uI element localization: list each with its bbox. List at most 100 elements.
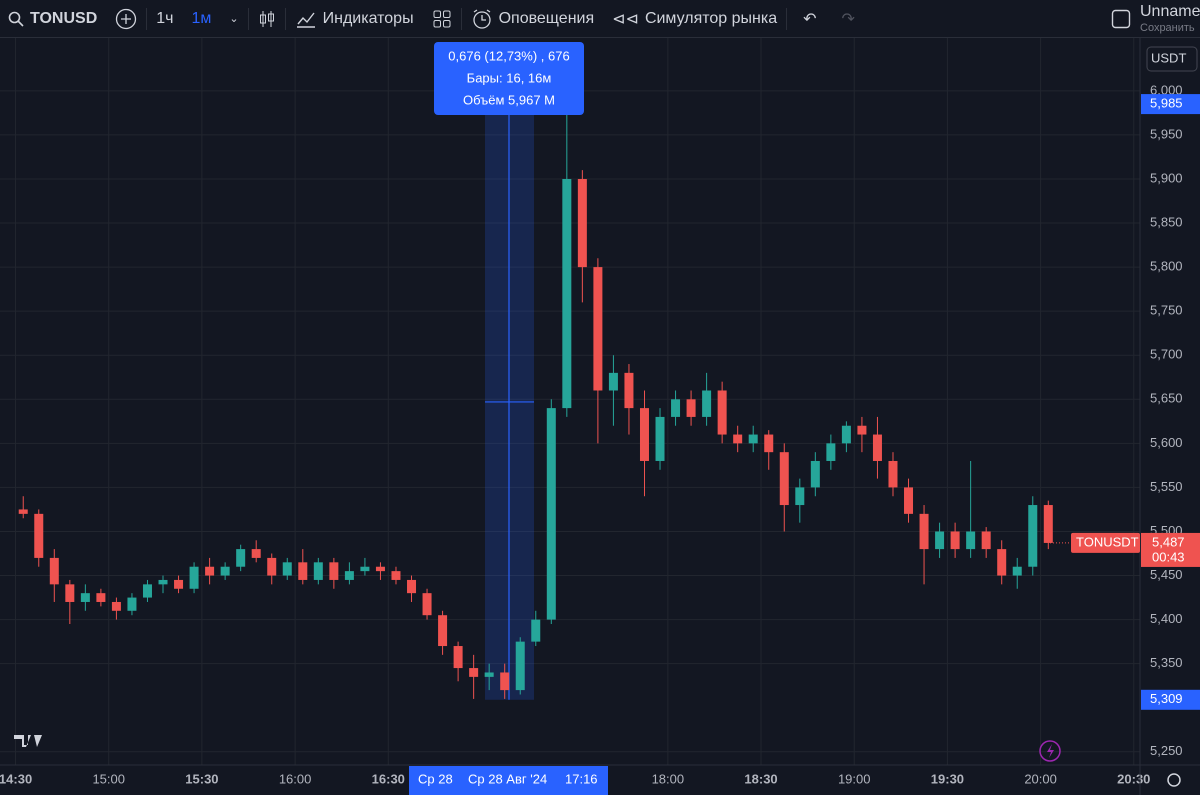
candle-body	[515, 641, 525, 691]
candle-body	[717, 390, 727, 435]
candle-body	[904, 487, 914, 514]
x-tick-label: 15:30	[185, 771, 218, 786]
price-label-bg	[1141, 94, 1200, 115]
candle-body	[80, 593, 90, 602]
y-tick-label: 5,850	[1150, 214, 1183, 229]
last-price-bg	[1141, 532, 1200, 567]
x-tick-label: 15:00	[92, 771, 125, 786]
candle-body	[546, 408, 556, 620]
candle-body	[375, 566, 385, 572]
candle-body	[500, 672, 510, 691]
redo: ↷	[841, 10, 855, 28]
candle-body	[422, 593, 432, 616]
candle-body	[329, 562, 339, 580]
candle-body	[344, 571, 354, 580]
x-tick-label: 19:00	[838, 771, 871, 786]
price-label: 5,309	[1150, 691, 1183, 706]
chart-style[interactable]	[249, 9, 285, 29]
interval[interactable]: 1м	[191, 9, 212, 27]
icon	[8, 11, 24, 27]
candle-body	[236, 549, 246, 567]
candle-body	[360, 566, 370, 572]
candle-body	[220, 566, 230, 576]
chart: 6,000 5,950 5,900 5,850 5,800 5,750 5,700 5,650…	[0, 38, 1200, 795]
indicators-button[interactable]: Индикаторы	[286, 9, 423, 29]
candle-body	[935, 531, 945, 550]
icon	[1111, 9, 1131, 28]
last-price: 5,487	[1152, 534, 1185, 549]
logo	[34, 735, 42, 747]
last-symbol-bg	[1071, 532, 1140, 553]
icon: ⊲⊲	[612, 10, 639, 28]
measure-tooltip	[434, 42, 584, 115]
candle-body	[469, 668, 479, 677]
candle-body	[795, 487, 805, 506]
tooltip-text: Объём 5,967 M	[463, 92, 555, 107]
label: Оповещения	[498, 9, 595, 27]
candle-body	[298, 562, 308, 580]
y-tick-label: 5,550	[1150, 479, 1183, 494]
interval-menu[interactable]: ⌄	[229, 13, 239, 25]
x-tick-label: 16:00	[279, 771, 312, 786]
candle-body	[189, 566, 199, 589]
label: Индикаторы	[322, 9, 414, 27]
candle-body	[702, 390, 712, 417]
y-tick-label: 5,450	[1150, 567, 1183, 582]
layout-toggle[interactable]	[1102, 9, 1140, 29]
candle-body	[34, 513, 44, 558]
candle-body	[779, 452, 789, 506]
settings-icon[interactable]	[1167, 773, 1181, 787]
candle-body	[438, 615, 448, 647]
add-symbol[interactable]	[106, 8, 146, 30]
save-label: Сохранить	[1140, 21, 1195, 34]
candle-body	[639, 408, 649, 461]
icon	[116, 8, 137, 29]
interval[interactable]: 1ч	[156, 9, 174, 27]
y-tick-label: 5,900	[1150, 170, 1183, 185]
candle-body	[127, 597, 137, 611]
candle-body	[65, 584, 75, 602]
y-tick-label: 5,750	[1150, 303, 1183, 318]
candle-body	[764, 434, 774, 453]
flash-icon[interactable]	[1039, 740, 1061, 762]
candle-body	[810, 460, 820, 488]
candle-body	[251, 549, 261, 558]
candle-body	[686, 399, 696, 417]
candle-body	[966, 531, 976, 550]
candle-body	[158, 579, 168, 585]
currency-button[interactable]	[1146, 46, 1198, 72]
y-tick-label: 5,400	[1150, 611, 1183, 626]
undo[interactable]: ↶	[803, 10, 817, 28]
candle-body	[655, 416, 665, 461]
x-tick-label: 20:30	[1117, 771, 1150, 786]
candle-body	[18, 509, 28, 514]
icon	[296, 12, 315, 28]
toolbar: TONUSD 1ч 1м ⌄ Индикаторы Оповещения ⊲⊲ С…	[0, 0, 1200, 38]
candle-body	[888, 460, 898, 488]
x-tick-label: 18:30	[744, 771, 777, 786]
layout-name: Unnamed	[1140, 2, 1200, 20]
last-symbol: TONUSDT	[1076, 534, 1139, 549]
candle-body	[1043, 505, 1053, 543]
x-tick-label: 16:30	[372, 771, 405, 786]
candle-body	[593, 267, 603, 391]
y-tick-label: 5,800	[1150, 259, 1183, 274]
symbol: TONUSD	[30, 9, 98, 27]
symbol-search[interactable]: TONUSD	[0, 10, 106, 28]
candle-body	[142, 584, 152, 598]
candle-body	[671, 399, 681, 417]
candle-body	[1012, 566, 1022, 576]
candle-body	[96, 593, 106, 602]
candle-body	[872, 434, 882, 461]
replay-button[interactable]: ⊲⊲ Симулятор рынка	[603, 9, 786, 29]
tooltip-text: 0,676 (12,73%) , 676	[448, 48, 569, 63]
layouts-button[interactable]	[423, 9, 461, 29]
x-tick-label: 14:30	[0, 771, 32, 786]
crosshair-bg	[409, 766, 608, 795]
alerts-button[interactable]: Оповещения	[462, 8, 604, 30]
candle-body	[49, 557, 59, 585]
layout-info[interactable]: Unnamed Сохранить	[1140, 2, 1200, 36]
icon	[259, 10, 274, 27]
y-tick-label: 5,700	[1150, 347, 1183, 362]
crosshair-date: Ср 28 Авг '24	[468, 771, 547, 786]
